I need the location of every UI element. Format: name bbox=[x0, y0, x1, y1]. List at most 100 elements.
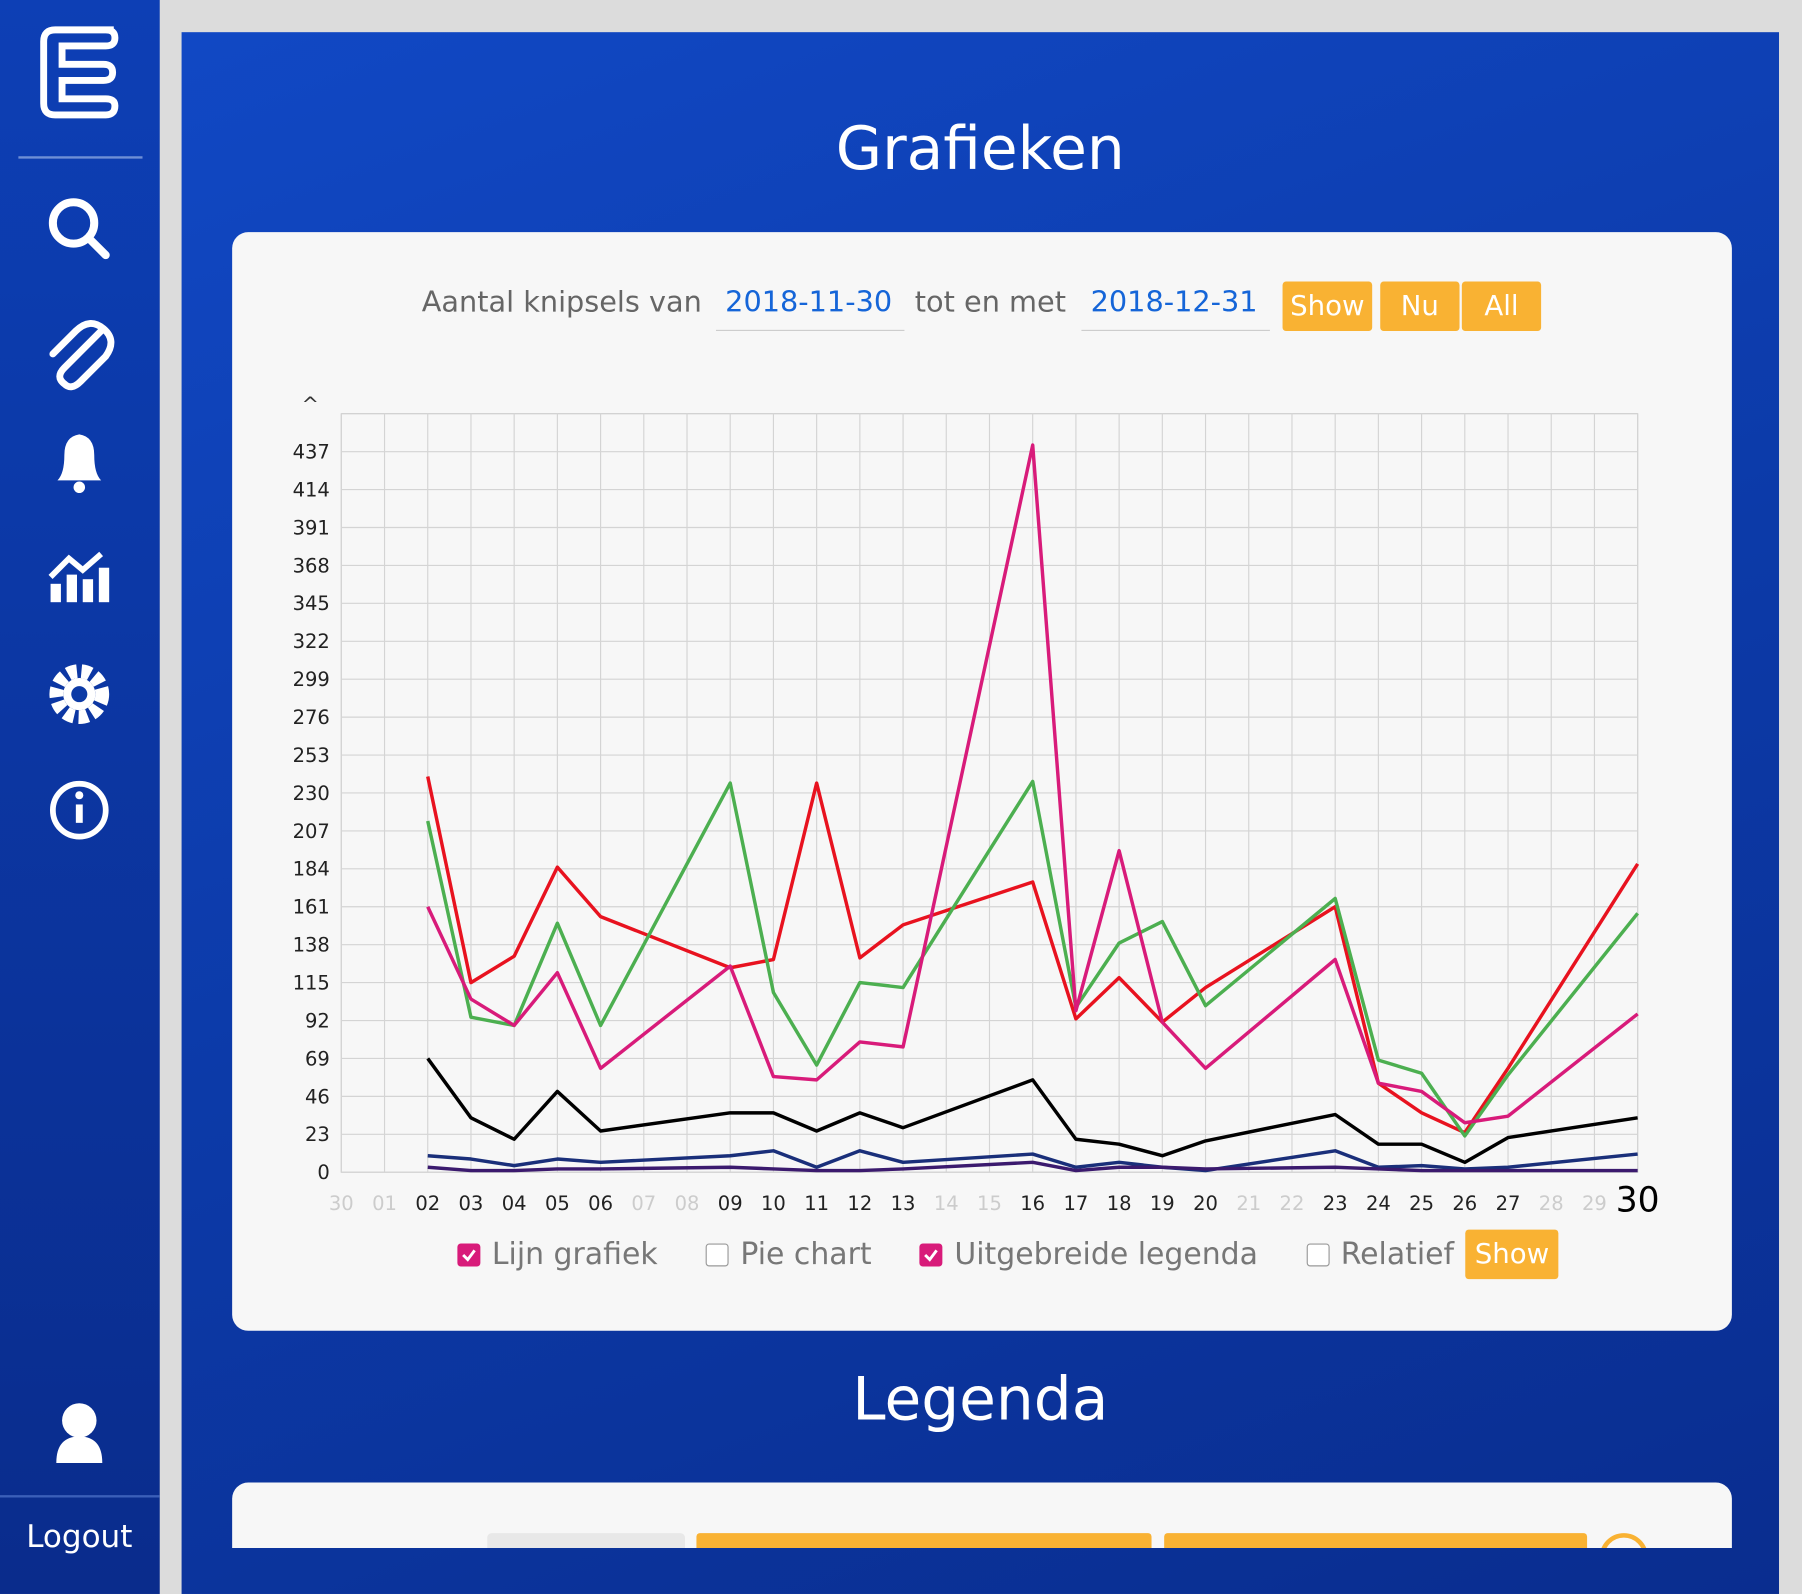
y-tick-label: 23 bbox=[305, 1123, 330, 1146]
checkbox[interactable] bbox=[457, 1242, 481, 1266]
x-tick-label: 23 bbox=[1323, 1192, 1348, 1215]
date-to-input[interactable]: 2018-12-31 bbox=[1081, 285, 1270, 331]
data-line bbox=[426, 779, 1639, 1138]
all-button[interactable]: All bbox=[1461, 281, 1542, 331]
chart-card: Aantal knipsels van 2018-11-30 tot en me… bbox=[232, 232, 1732, 1331]
search-icon[interactable] bbox=[48, 198, 110, 260]
page-title: Grafieken bbox=[835, 114, 1125, 184]
option-label: Pie chart bbox=[740, 1237, 872, 1272]
line-chart: ^ 0 23 46 69 92 115 138 161 184 207 230 253 276 299 322… bbox=[293, 392, 1660, 1220]
x-tick-label: 11 bbox=[804, 1192, 829, 1215]
chart-options: Lijn grafiek Pie chart Uitgebreide legenda… bbox=[457, 1229, 1559, 1280]
y-tick-label: 46 bbox=[305, 1085, 330, 1108]
logout-link[interactable]: Logout bbox=[26, 1519, 132, 1555]
y-tick-label: 345 bbox=[293, 592, 330, 615]
y-tick-label: 322 bbox=[293, 630, 330, 653]
y-tick-label: 69 bbox=[305, 1047, 330, 1070]
data-line bbox=[427, 1149, 1638, 1173]
checkbox[interactable] bbox=[705, 1242, 729, 1266]
data-line bbox=[427, 1160, 1638, 1173]
checkbox[interactable] bbox=[1306, 1242, 1330, 1266]
x-tick-label: 21 bbox=[1236, 1192, 1261, 1215]
x-tick-label: 22 bbox=[1280, 1192, 1305, 1215]
y-tick-label: 0 bbox=[317, 1161, 329, 1184]
checkbox[interactable] bbox=[919, 1242, 943, 1266]
x-tick-label: 25 bbox=[1409, 1192, 1434, 1215]
sidebar-icons: Logout bbox=[0, 26, 160, 1555]
x-tick-label: 03 bbox=[459, 1192, 484, 1215]
legend-title: Legenda bbox=[852, 1365, 1109, 1435]
y-tick-label: 299 bbox=[293, 668, 330, 691]
theme-select[interactable] bbox=[487, 1533, 685, 1549]
now-button[interactable]: Nu bbox=[1380, 281, 1460, 331]
x-tick-label: 15 bbox=[977, 1192, 1002, 1215]
y-tick-label: 207 bbox=[293, 820, 330, 843]
x-tick-label: 09 bbox=[718, 1192, 743, 1215]
y-tick-label: 253 bbox=[293, 744, 330, 767]
x-tick-label: 24 bbox=[1366, 1192, 1391, 1215]
x-tick-label: 17 bbox=[1063, 1192, 1088, 1215]
from-label: Aantal knipsels van bbox=[421, 285, 702, 319]
x-tick-label: 04 bbox=[502, 1192, 527, 1215]
user-icon[interactable] bbox=[56, 1403, 103, 1463]
y-tick-label: 115 bbox=[293, 971, 330, 994]
help-icon[interactable] bbox=[1599, 1533, 1648, 1549]
option-label: Uitgebreide legenda bbox=[954, 1237, 1258, 1272]
data-line bbox=[426, 443, 1639, 1125]
option-label: Relatief bbox=[1340, 1237, 1455, 1272]
y-tick-label: 437 bbox=[293, 441, 330, 464]
attachment-icon[interactable] bbox=[49, 320, 115, 391]
y-axis-label: ^ bbox=[302, 392, 319, 416]
date-from-input[interactable]: 2018-11-30 bbox=[715, 285, 905, 331]
x-tick-label: 19 bbox=[1150, 1192, 1175, 1215]
checkmark bbox=[462, 1248, 476, 1262]
x-tick-label: 08 bbox=[675, 1192, 700, 1215]
x-tick-label: 01 bbox=[372, 1192, 397, 1215]
sidebar: Logout bbox=[0, 0, 160, 1594]
x-tick-label: 30 bbox=[329, 1192, 354, 1215]
y-tick-label: 368 bbox=[293, 554, 330, 577]
x-tick-label: 18 bbox=[1107, 1192, 1132, 1215]
y-tick-label: 138 bbox=[293, 934, 330, 957]
checkmark bbox=[924, 1248, 939, 1262]
x-tick-label: 05 bbox=[545, 1192, 570, 1215]
option: Pie chart bbox=[705, 1237, 872, 1272]
data-line bbox=[426, 1057, 1638, 1165]
y-tick-label: 276 bbox=[293, 706, 330, 729]
x-tick-label: 28 bbox=[1539, 1192, 1564, 1215]
x-tick-label: 12 bbox=[847, 1192, 872, 1215]
x-tick-label: 14 bbox=[934, 1192, 959, 1215]
x-tick-label: 20 bbox=[1193, 1192, 1218, 1215]
to-label: tot en met bbox=[914, 285, 1066, 319]
x-tick-label: 27 bbox=[1496, 1192, 1521, 1215]
y-tick-label: 230 bbox=[293, 782, 330, 805]
y-tick-label: 161 bbox=[293, 896, 330, 919]
logo[interactable] bbox=[40, 26, 119, 119]
y-tick-label: 92 bbox=[305, 1009, 330, 1032]
chart-icon[interactable] bbox=[48, 551, 110, 603]
legend-button[interactable] bbox=[696, 1533, 1152, 1549]
x-tick-label: 07 bbox=[631, 1192, 656, 1215]
y-tick-label: 391 bbox=[293, 516, 330, 539]
option: Relatief bbox=[1306, 1237, 1455, 1272]
x-tick-label: 13 bbox=[891, 1192, 916, 1215]
settings-icon[interactable] bbox=[49, 664, 110, 725]
option-label: Lijn grafiek bbox=[491, 1237, 658, 1272]
x-tick-label: 02 bbox=[415, 1192, 440, 1215]
bell-icon[interactable] bbox=[57, 434, 102, 494]
x-tick-label: 30 bbox=[1616, 1180, 1660, 1220]
info-icon[interactable] bbox=[49, 780, 109, 840]
show-button[interactable]: Show bbox=[1465, 1229, 1559, 1280]
legend-card bbox=[232, 1482, 1732, 1549]
show-button[interactable]: Show bbox=[1282, 281, 1373, 331]
x-tick-label: 29 bbox=[1582, 1192, 1607, 1215]
option: Lijn grafiek bbox=[457, 1237, 658, 1272]
legend-button[interactable] bbox=[1164, 1533, 1588, 1549]
x-tick-label: 26 bbox=[1452, 1192, 1477, 1215]
x-tick-label: 16 bbox=[1020, 1192, 1045, 1215]
x-tick-label: 10 bbox=[761, 1192, 786, 1215]
data-line bbox=[426, 776, 1640, 1135]
y-tick-label: 184 bbox=[293, 858, 330, 881]
